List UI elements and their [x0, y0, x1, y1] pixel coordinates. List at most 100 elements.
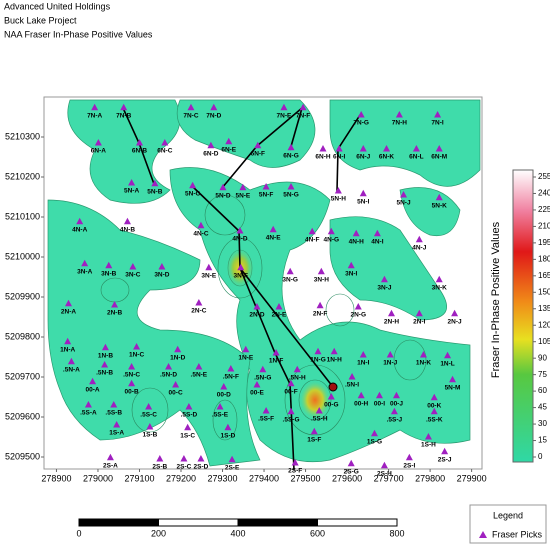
pick-label: 00-A	[86, 387, 100, 394]
colorbar-tick-label: 240	[538, 189, 550, 198]
pick-label: 5N-E	[235, 193, 250, 200]
legend-entry: Fraser Picks	[492, 529, 543, 539]
y-tick-label: 5210200	[5, 171, 40, 181]
pick-marker	[106, 453, 114, 461]
y-tick-label: 5209900	[5, 291, 40, 301]
pick-marker	[316, 301, 324, 309]
pick-label: 1N-E	[238, 355, 253, 362]
pick-marker	[435, 193, 443, 201]
pick-marker	[187, 103, 195, 111]
pick-label: 1S-G	[367, 439, 382, 446]
pick-label: 2S-E	[225, 465, 240, 472]
pick-marker	[287, 379, 295, 387]
colorbar-tick-label: 210	[538, 222, 550, 231]
collar-marker	[328, 382, 338, 392]
pick-label: .5N-I	[345, 382, 359, 389]
y-tick-label: 5209700	[5, 371, 40, 381]
x-tick-label: 279200	[166, 473, 196, 483]
legend: Legend Fraser Picks	[469, 504, 547, 544]
pick-marker	[412, 145, 420, 152]
pick-label: 5N-M	[445, 385, 461, 392]
pick-marker	[128, 379, 136, 387]
pick-label: .5N-H	[289, 375, 306, 382]
pick-label: 5N-A	[124, 188, 139, 195]
pick-marker	[185, 403, 193, 410]
pick-marker	[81, 259, 89, 267]
pick-label: 1N-F	[269, 358, 283, 365]
pick-marker	[286, 267, 294, 275]
pick-marker	[253, 381, 261, 388]
pick-label: 4N-C	[193, 231, 208, 238]
pick-marker	[352, 229, 360, 237]
pick-marker	[327, 227, 335, 235]
pick-marker	[195, 299, 203, 306]
pick-marker	[359, 189, 367, 197]
pick-marker	[76, 217, 84, 225]
y-tick-label: 5210000	[5, 251, 40, 261]
pick-marker	[161, 139, 169, 146]
pick-marker	[434, 111, 442, 118]
pick-label: .5S-H	[311, 416, 328, 423]
pick-label: 3N-D	[154, 272, 169, 279]
pick-label: 3N-J	[377, 285, 391, 292]
pick-label: .5S-E	[212, 412, 229, 419]
pick-marker	[67, 357, 75, 365]
pick-label: 5N-D	[215, 193, 230, 200]
colorbar-tick-label: 105	[538, 337, 550, 346]
pick-marker	[220, 383, 228, 390]
pick-marker	[319, 145, 327, 152]
pick-marker	[146, 423, 154, 430]
pick-marker	[357, 111, 365, 118]
colorbar-tick-label: 180	[538, 254, 550, 263]
pick-label: .5N-C	[123, 372, 140, 379]
pick-marker	[120, 103, 128, 111]
colorbar-tick-label: 30	[538, 419, 547, 428]
pick-marker	[359, 145, 367, 152]
pick-marker	[287, 407, 295, 415]
y-tick-label: 5209500	[5, 451, 40, 461]
colorbar-tick-label: 45	[538, 403, 547, 412]
header-line: Advanced United Holdings	[4, 1, 111, 11]
x-tick-label: 279700	[374, 473, 404, 483]
anomaly-contours	[47, 99, 481, 467]
pick-label: 3N-G	[282, 277, 298, 284]
pick-marker	[210, 103, 218, 111]
pick-marker	[91, 103, 99, 111]
pick-marker	[435, 275, 443, 283]
pick-marker	[444, 351, 452, 359]
colorbar-ramp	[512, 169, 534, 463]
pick-marker	[158, 263, 166, 270]
pick-marker	[347, 261, 355, 269]
pick-label: 4N-D	[232, 236, 247, 243]
scale-label: 800	[389, 528, 404, 538]
pick-label: 2N-D	[249, 312, 264, 319]
pick-label: 00-G	[324, 402, 338, 409]
pick-label: 6N-E	[221, 147, 236, 154]
pick-label: .5S-A	[80, 410, 97, 417]
pick-label: 3N-E	[201, 273, 216, 280]
y-tick-label: 5210300	[5, 131, 40, 141]
pick-label: 3N-A	[77, 269, 92, 276]
pick-label: 4N-I	[371, 239, 383, 246]
pick-label: 2N-H	[384, 319, 399, 326]
pick-marker	[105, 261, 113, 269]
pick-marker	[101, 361, 109, 368]
pick-label: 2S-H	[377, 471, 392, 478]
pick-label: 1N-H	[327, 357, 342, 364]
pick-label: .5N-B	[96, 370, 113, 377]
pick-label: 6N-G	[283, 153, 299, 160]
pick-label: 00-C	[169, 390, 183, 397]
pick-marker	[280, 103, 288, 111]
pick-marker	[262, 183, 270, 190]
pick-label: 1N-B	[98, 353, 113, 360]
pick-marker	[287, 183, 295, 190]
pick-marker	[165, 363, 173, 370]
colorbar-tick-label: 225	[538, 205, 550, 214]
pick-label: 6N-J	[356, 154, 370, 161]
pick-label: 2N-G	[351, 312, 367, 319]
pick-label: 00-K	[427, 403, 441, 410]
pick-marker	[253, 303, 261, 310]
pick-marker	[135, 139, 143, 146]
pick-label: 4N-A	[72, 227, 87, 234]
pick-label: 2S-B	[152, 464, 167, 471]
